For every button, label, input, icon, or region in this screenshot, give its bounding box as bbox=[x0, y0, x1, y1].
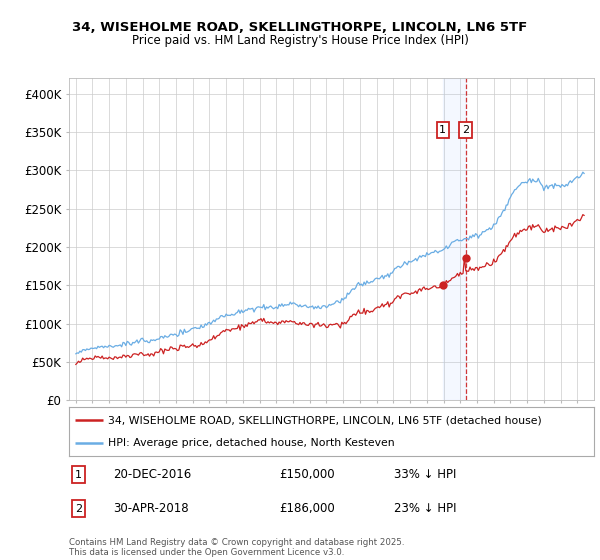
Bar bbox=[443, 78, 466, 400]
Text: £186,000: £186,000 bbox=[279, 502, 335, 515]
Text: 2: 2 bbox=[462, 125, 469, 135]
Text: HPI: Average price, detached house, North Kesteven: HPI: Average price, detached house, Nort… bbox=[109, 438, 395, 448]
Text: £150,000: £150,000 bbox=[279, 468, 335, 481]
Text: Contains HM Land Registry data © Crown copyright and database right 2025.
This d: Contains HM Land Registry data © Crown c… bbox=[69, 538, 404, 557]
Text: 33% ↓ HPI: 33% ↓ HPI bbox=[395, 468, 457, 481]
Text: Price paid vs. HM Land Registry's House Price Index (HPI): Price paid vs. HM Land Registry's House … bbox=[131, 34, 469, 46]
Text: 30-APR-2018: 30-APR-2018 bbox=[113, 502, 189, 515]
Text: 34, WISEHOLME ROAD, SKELLINGTHORPE, LINCOLN, LN6 5TF: 34, WISEHOLME ROAD, SKELLINGTHORPE, LINC… bbox=[73, 21, 527, 34]
Text: 34, WISEHOLME ROAD, SKELLINGTHORPE, LINCOLN, LN6 5TF (detached house): 34, WISEHOLME ROAD, SKELLINGTHORPE, LINC… bbox=[109, 416, 542, 426]
Text: 2: 2 bbox=[75, 503, 82, 514]
Text: 20-DEC-2016: 20-DEC-2016 bbox=[113, 468, 192, 481]
Text: 1: 1 bbox=[439, 125, 446, 135]
Text: 1: 1 bbox=[75, 470, 82, 480]
Text: 23% ↓ HPI: 23% ↓ HPI bbox=[395, 502, 457, 515]
